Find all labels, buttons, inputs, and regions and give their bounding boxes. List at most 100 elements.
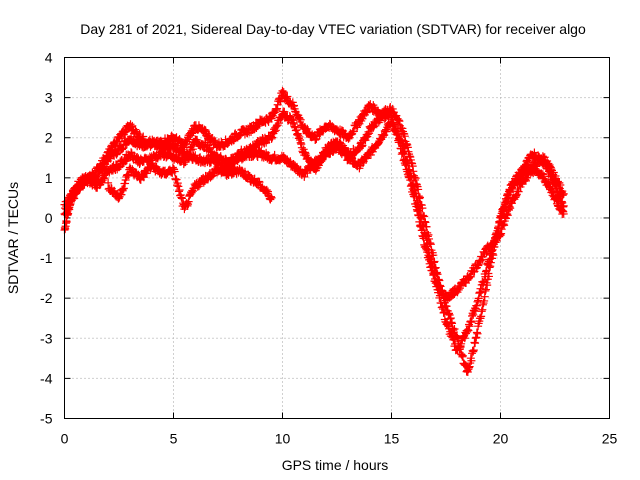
data-point <box>454 285 463 294</box>
data-point <box>399 149 408 158</box>
data-point <box>265 194 274 203</box>
data-point <box>272 106 281 115</box>
data-point <box>230 157 239 166</box>
data-point <box>403 143 412 152</box>
data-point <box>467 356 476 365</box>
data-point <box>472 301 481 310</box>
data-point <box>400 132 409 141</box>
data-point <box>79 181 88 190</box>
x-tick-label: 0 <box>61 431 69 447</box>
data-point <box>486 258 495 267</box>
data-point <box>446 314 455 323</box>
data-point <box>397 150 406 159</box>
data-point <box>185 150 194 159</box>
data-point <box>460 334 469 343</box>
data-point <box>469 347 478 356</box>
data-point <box>262 185 271 194</box>
data-point <box>365 129 374 138</box>
data-point <box>495 230 504 239</box>
data-point <box>303 124 312 133</box>
data-point <box>457 350 466 359</box>
data-point <box>70 194 79 203</box>
y-tick-label: 4 <box>45 50 53 66</box>
data-point <box>549 189 558 198</box>
data-point <box>465 363 474 372</box>
data-point <box>458 352 467 361</box>
data-point <box>168 163 177 172</box>
data-point <box>492 236 501 245</box>
data-point <box>402 139 411 148</box>
data-point <box>474 294 483 303</box>
data-point <box>414 211 423 220</box>
data-point <box>104 178 113 187</box>
data-point <box>424 251 433 260</box>
data-point <box>362 108 371 117</box>
y-tick-label: -1 <box>40 250 53 266</box>
data-point <box>482 248 491 257</box>
data-point <box>294 134 303 143</box>
data-point <box>210 136 219 145</box>
data-point <box>267 134 276 143</box>
y-axis-label: SDTVAR / TECUs <box>5 182 21 294</box>
data-point <box>416 221 425 230</box>
data-point <box>417 226 426 235</box>
data-point <box>283 92 292 101</box>
y-tick-label: 1 <box>45 170 53 186</box>
data-point <box>415 221 424 230</box>
data-point <box>65 203 74 212</box>
data-point <box>420 212 429 221</box>
data-point <box>400 155 409 164</box>
y-tick-label: 2 <box>45 130 53 146</box>
data-point <box>133 152 142 161</box>
series-track-3 <box>60 107 568 305</box>
data-point <box>433 280 442 289</box>
data-point <box>276 96 285 105</box>
data-point <box>453 333 462 342</box>
data-point <box>475 289 484 298</box>
data-point <box>410 192 419 201</box>
data-point <box>477 307 486 316</box>
data-point <box>173 181 182 190</box>
data-point <box>442 302 451 311</box>
data-point <box>357 142 366 151</box>
data-point <box>112 150 121 159</box>
data-point <box>224 139 232 148</box>
data-point <box>481 286 490 295</box>
data-point <box>540 172 549 181</box>
data-point <box>523 158 532 167</box>
data-point <box>421 242 430 251</box>
data-point <box>473 297 482 306</box>
data-point <box>387 107 396 116</box>
data-point <box>278 86 287 95</box>
data-point <box>463 325 472 334</box>
data-point <box>478 305 487 314</box>
data-point <box>289 116 298 125</box>
data-point <box>389 118 398 127</box>
data-point <box>523 173 532 182</box>
data-point <box>236 131 245 140</box>
data-point <box>402 141 411 150</box>
data-point <box>301 149 310 158</box>
data-point <box>486 262 495 271</box>
data-point <box>485 263 494 272</box>
data-point <box>296 138 305 147</box>
data-point <box>108 145 117 154</box>
data-point <box>274 119 283 128</box>
data-point <box>418 204 427 213</box>
data-point <box>359 158 368 167</box>
data-point <box>117 190 126 199</box>
data-point <box>497 212 506 221</box>
data-point <box>544 167 553 176</box>
data-point <box>89 176 98 185</box>
data-point <box>295 114 304 123</box>
data-point <box>373 140 382 149</box>
data-point <box>379 132 388 141</box>
data-point <box>520 163 529 172</box>
data-point <box>480 250 489 259</box>
data-point <box>292 125 301 134</box>
data-point <box>402 165 411 174</box>
x-tick-label: 10 <box>275 431 291 447</box>
data-point <box>222 171 231 180</box>
